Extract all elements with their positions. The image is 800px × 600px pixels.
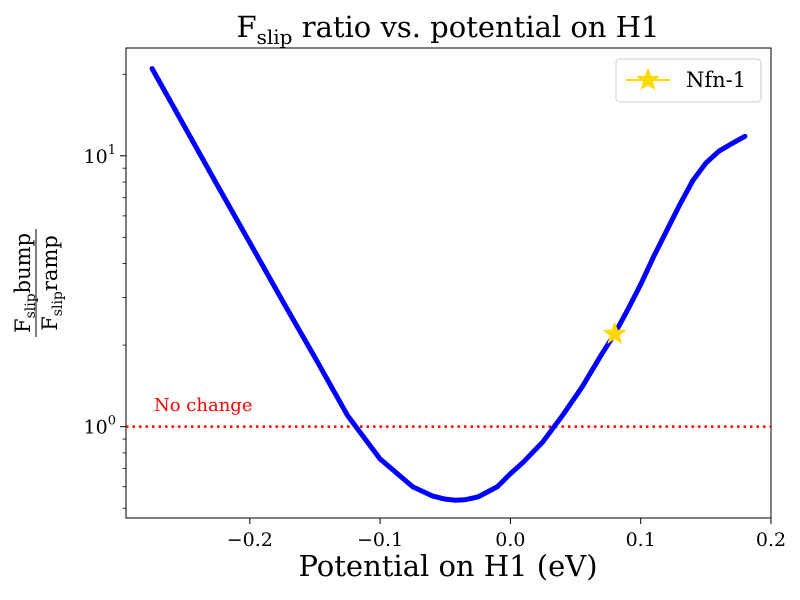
legend-entry-label: Nfn-1	[686, 68, 746, 92]
y-axis-label: Fslipbump Fslipramp	[11, 229, 66, 337]
no-change-label: No change	[154, 395, 252, 416]
y-tick-label: 100	[84, 414, 116, 439]
y-axis-label-denominator: Fslipramp	[38, 235, 66, 331]
nfn-1-star-marker	[602, 321, 627, 344]
legend-box	[615, 58, 762, 103]
legend-star-icon	[636, 67, 660, 91]
legend: Nfn-1	[615, 58, 762, 103]
series-line	[149, 66, 748, 503]
x-axis-label: Potential on H1 (eV)	[298, 549, 597, 583]
x-tick-label: 0.0	[495, 529, 525, 551]
chart-title-subscript: slip	[257, 25, 293, 49]
x-tick-label: 0.1	[626, 529, 656, 551]
chart-title: Fslip ratio vs. potential on H1	[237, 10, 660, 49]
marker-group	[602, 321, 627, 344]
x-tick-label: −0.2	[227, 529, 273, 551]
plot-area	[125, 47, 772, 519]
x-tick-label: −0.1	[357, 529, 403, 551]
x-axis: −0.2 −0.1 0.0 0.1 0.2	[227, 518, 786, 551]
series-group	[149, 66, 748, 503]
x-tick-label: 0.2	[756, 529, 786, 551]
y-axis-label-numerator: Fslipbump	[11, 233, 39, 333]
chart-title-rest: ratio vs. potential on H1	[292, 10, 659, 44]
y-tick-label: 101	[84, 143, 116, 168]
y-axis: 100 101	[84, 73, 126, 509]
